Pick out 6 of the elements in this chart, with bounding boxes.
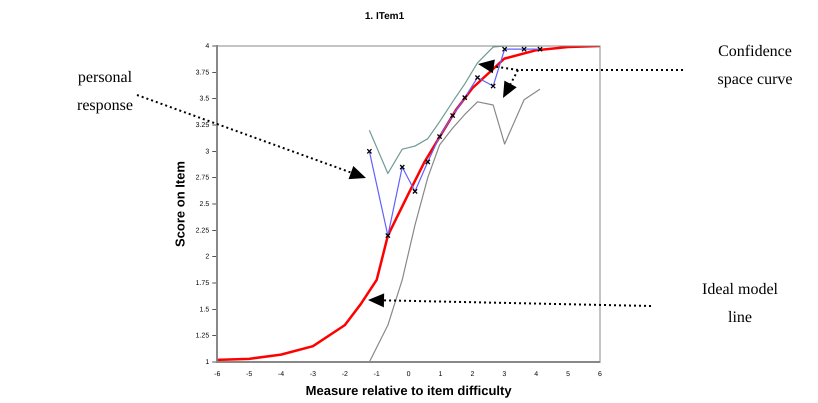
text: Ideal model line (701, 280, 779, 328)
text: Confidence space curve (716, 42, 794, 90)
chart-title: 1. ITem1 (364, 10, 405, 22)
x-axis-title: Measure relative to item difficulty (306, 382, 512, 398)
y-axis-title: Score on Item (172, 161, 188, 247)
text: personal response (76, 68, 134, 116)
